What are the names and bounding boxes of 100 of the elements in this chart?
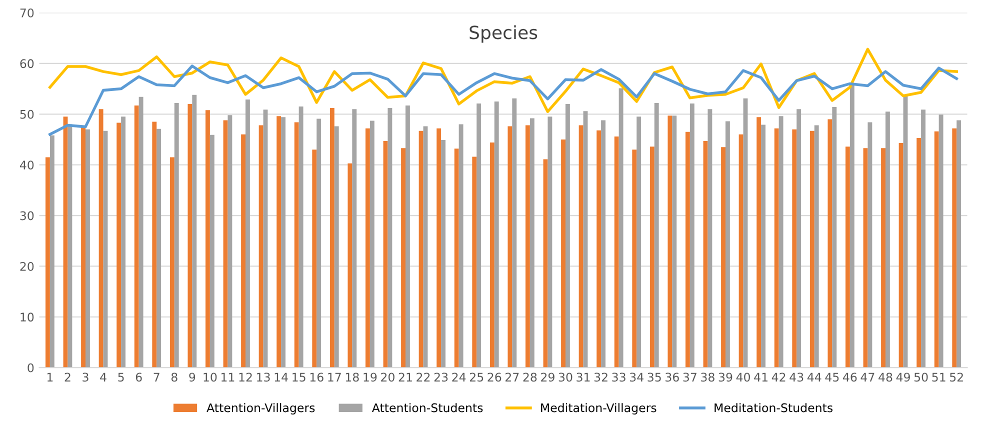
- bar: [330, 108, 334, 368]
- bar: [796, 109, 802, 368]
- x-tick-label: 21: [398, 372, 412, 382]
- bar: [530, 118, 534, 368]
- bar: [348, 163, 352, 368]
- bar: [50, 135, 54, 368]
- y-tick-label: 20: [20, 262, 34, 271]
- x-tick-label: 38: [701, 372, 714, 382]
- x-tick-label: 29: [541, 372, 554, 382]
- x-tick-label: 24: [452, 372, 466, 382]
- bar: [898, 143, 904, 368]
- text: Species: [470, 25, 538, 43]
- x-tick-label: 25: [470, 372, 484, 382]
- bar: [934, 131, 939, 368]
- x-tick-label: 5: [118, 372, 124, 382]
- x-tick-label: 47: [860, 372, 874, 382]
- bar: [596, 130, 602, 368]
- legend-label: Attention-Villagers: [206, 403, 315, 415]
- bar: [454, 148, 459, 368]
- bar: [743, 98, 748, 368]
- bar: [370, 120, 374, 368]
- line-series: [48, 64, 958, 136]
- bar: [241, 134, 246, 368]
- bar: [583, 111, 588, 368]
- x-tick-label: 35: [648, 372, 661, 382]
- bar: [938, 114, 944, 368]
- bar: [725, 121, 730, 368]
- bar: [508, 126, 512, 368]
- bar: [650, 146, 654, 368]
- bar: [494, 101, 499, 368]
- bar: [868, 122, 872, 368]
- bar: [228, 115, 232, 368]
- bar: [192, 94, 197, 368]
- bar: [298, 106, 304, 368]
- bar: [881, 148, 886, 368]
- x-tick-label: 11: [222, 372, 234, 382]
- bar: [672, 116, 677, 368]
- bar: [774, 128, 779, 368]
- bar: [383, 141, 388, 368]
- y-tick-label: 40: [20, 160, 34, 170]
- legend-label: Attention-Students: [372, 403, 483, 412]
- bar: [188, 104, 192, 368]
- bar: [174, 102, 179, 368]
- x-tick-label: 52: [950, 372, 963, 382]
- x-tick-label: 17: [328, 372, 341, 382]
- x-tick-label: 9: [189, 372, 196, 382]
- bar: [116, 122, 122, 368]
- bar: [543, 159, 548, 368]
- bar: [721, 147, 726, 368]
- bar: [845, 146, 850, 368]
- bar: [98, 109, 104, 368]
- x-tick-label: 51: [932, 372, 946, 382]
- bar: [352, 109, 357, 368]
- bar: [441, 140, 446, 368]
- x-tick-label: 45: [825, 372, 839, 382]
- bar: [903, 96, 908, 368]
- x-tick-label: 12: [239, 372, 252, 382]
- bar: [850, 84, 854, 368]
- bar: [916, 138, 922, 368]
- bar: [476, 103, 482, 368]
- x-tick-label: 23: [434, 372, 448, 382]
- x-tick-label: 43: [790, 372, 804, 382]
- x-tick-label: 34: [630, 372, 644, 382]
- bar: [246, 99, 250, 368]
- legend-label: Meditation-Students: [714, 403, 833, 412]
- x-tick-label: 22: [416, 372, 430, 382]
- x-tick-label: 26: [488, 372, 502, 382]
- bar: [636, 116, 642, 368]
- y-tick-label: 70: [20, 8, 34, 18]
- x-tick-label: 16: [310, 372, 324, 382]
- x-tick-label: 14: [274, 372, 288, 382]
- x-tick-label: 36: [666, 372, 679, 382]
- x-tick-label: 46: [843, 372, 857, 382]
- x-tick-label: 41: [754, 372, 768, 382]
- bar: [952, 128, 957, 368]
- bar: [103, 130, 108, 368]
- bar: [366, 128, 370, 368]
- bar: [206, 110, 210, 368]
- x-tick-label: 8: [171, 372, 178, 382]
- x-tick-label: 30: [558, 372, 572, 382]
- bar: [138, 96, 144, 368]
- bar: [668, 116, 672, 368]
- x-tick-label: 10: [204, 372, 217, 382]
- bar: [708, 109, 712, 368]
- x-tick-label: 19: [364, 372, 377, 382]
- x-tick-label: 1: [47, 372, 53, 382]
- bar: [863, 148, 868, 368]
- x-tick-label: 13: [257, 372, 270, 382]
- bar: [810, 130, 814, 368]
- bar: [921, 110, 926, 368]
- bar: [170, 157, 174, 368]
- bar: [472, 156, 477, 368]
- x-tick-label: 37: [683, 372, 696, 382]
- bar: [512, 98, 517, 368]
- y-tick-label: 0: [28, 363, 34, 372]
- x-tick-label: 44: [807, 372, 822, 382]
- bar: [388, 108, 392, 368]
- bar: [490, 142, 494, 368]
- x-tick-label: 39: [718, 372, 732, 382]
- bar: [561, 139, 566, 368]
